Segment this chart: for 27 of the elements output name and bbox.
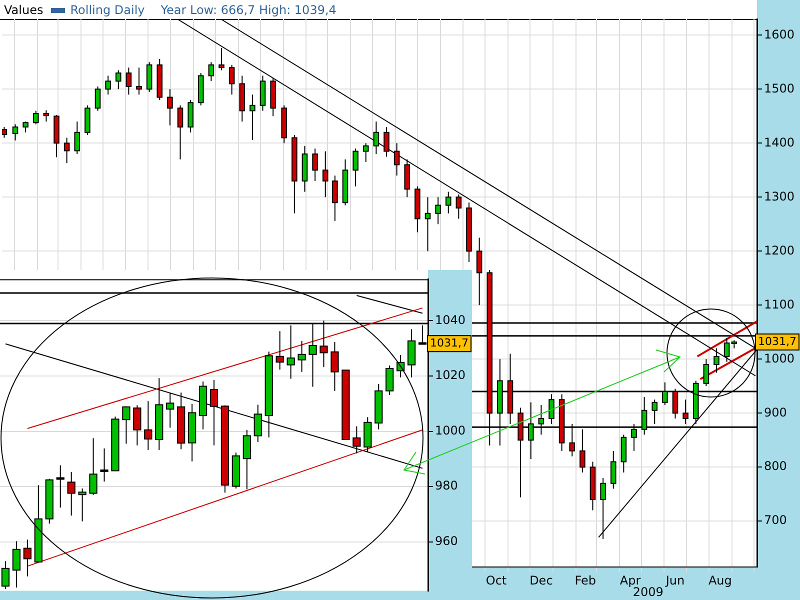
x-tick-label: Aug <box>708 573 732 588</box>
x-tick-label: Dec <box>530 573 553 588</box>
x-tick-label: Apr <box>620 573 641 588</box>
y-tick-label: 980 <box>435 478 458 493</box>
y-tick-label: 1040 <box>435 312 466 327</box>
y-tick-label: 1100 <box>764 297 795 312</box>
y-tick-label: 800 <box>764 459 787 474</box>
x-tick-label: Oct <box>486 573 507 588</box>
x-tick-label: Feb <box>574 573 596 588</box>
y-tick-label: 1000 <box>435 423 466 438</box>
y-tick-label: 1200 <box>764 243 795 258</box>
y-tick-label: 1400 <box>764 135 795 150</box>
x-tick-label: Jun <box>664 573 685 588</box>
legend-title: Values <box>4 3 44 17</box>
y-tick-label: 900 <box>764 405 787 420</box>
text: Year Low: 666,7 High: 1039,4 <box>160 3 336 17</box>
y-tick-label: 960 <box>435 534 458 548</box>
y-tick-label: 1020 <box>435 368 466 382</box>
text: Rolling Daily <box>70 3 145 17</box>
y-tick-label: 1000 <box>764 351 795 366</box>
y-tick-label: 700 <box>764 513 787 528</box>
x-axis-title: 2009 <box>632 585 664 600</box>
annotation: 1031,7 <box>430 336 469 350</box>
text: 1031,7 <box>758 334 797 348</box>
y-tick-label: 1500 <box>764 81 795 96</box>
y-tick-label: 1300 <box>764 189 795 204</box>
y-tick-label: 1600 <box>764 27 795 42</box>
